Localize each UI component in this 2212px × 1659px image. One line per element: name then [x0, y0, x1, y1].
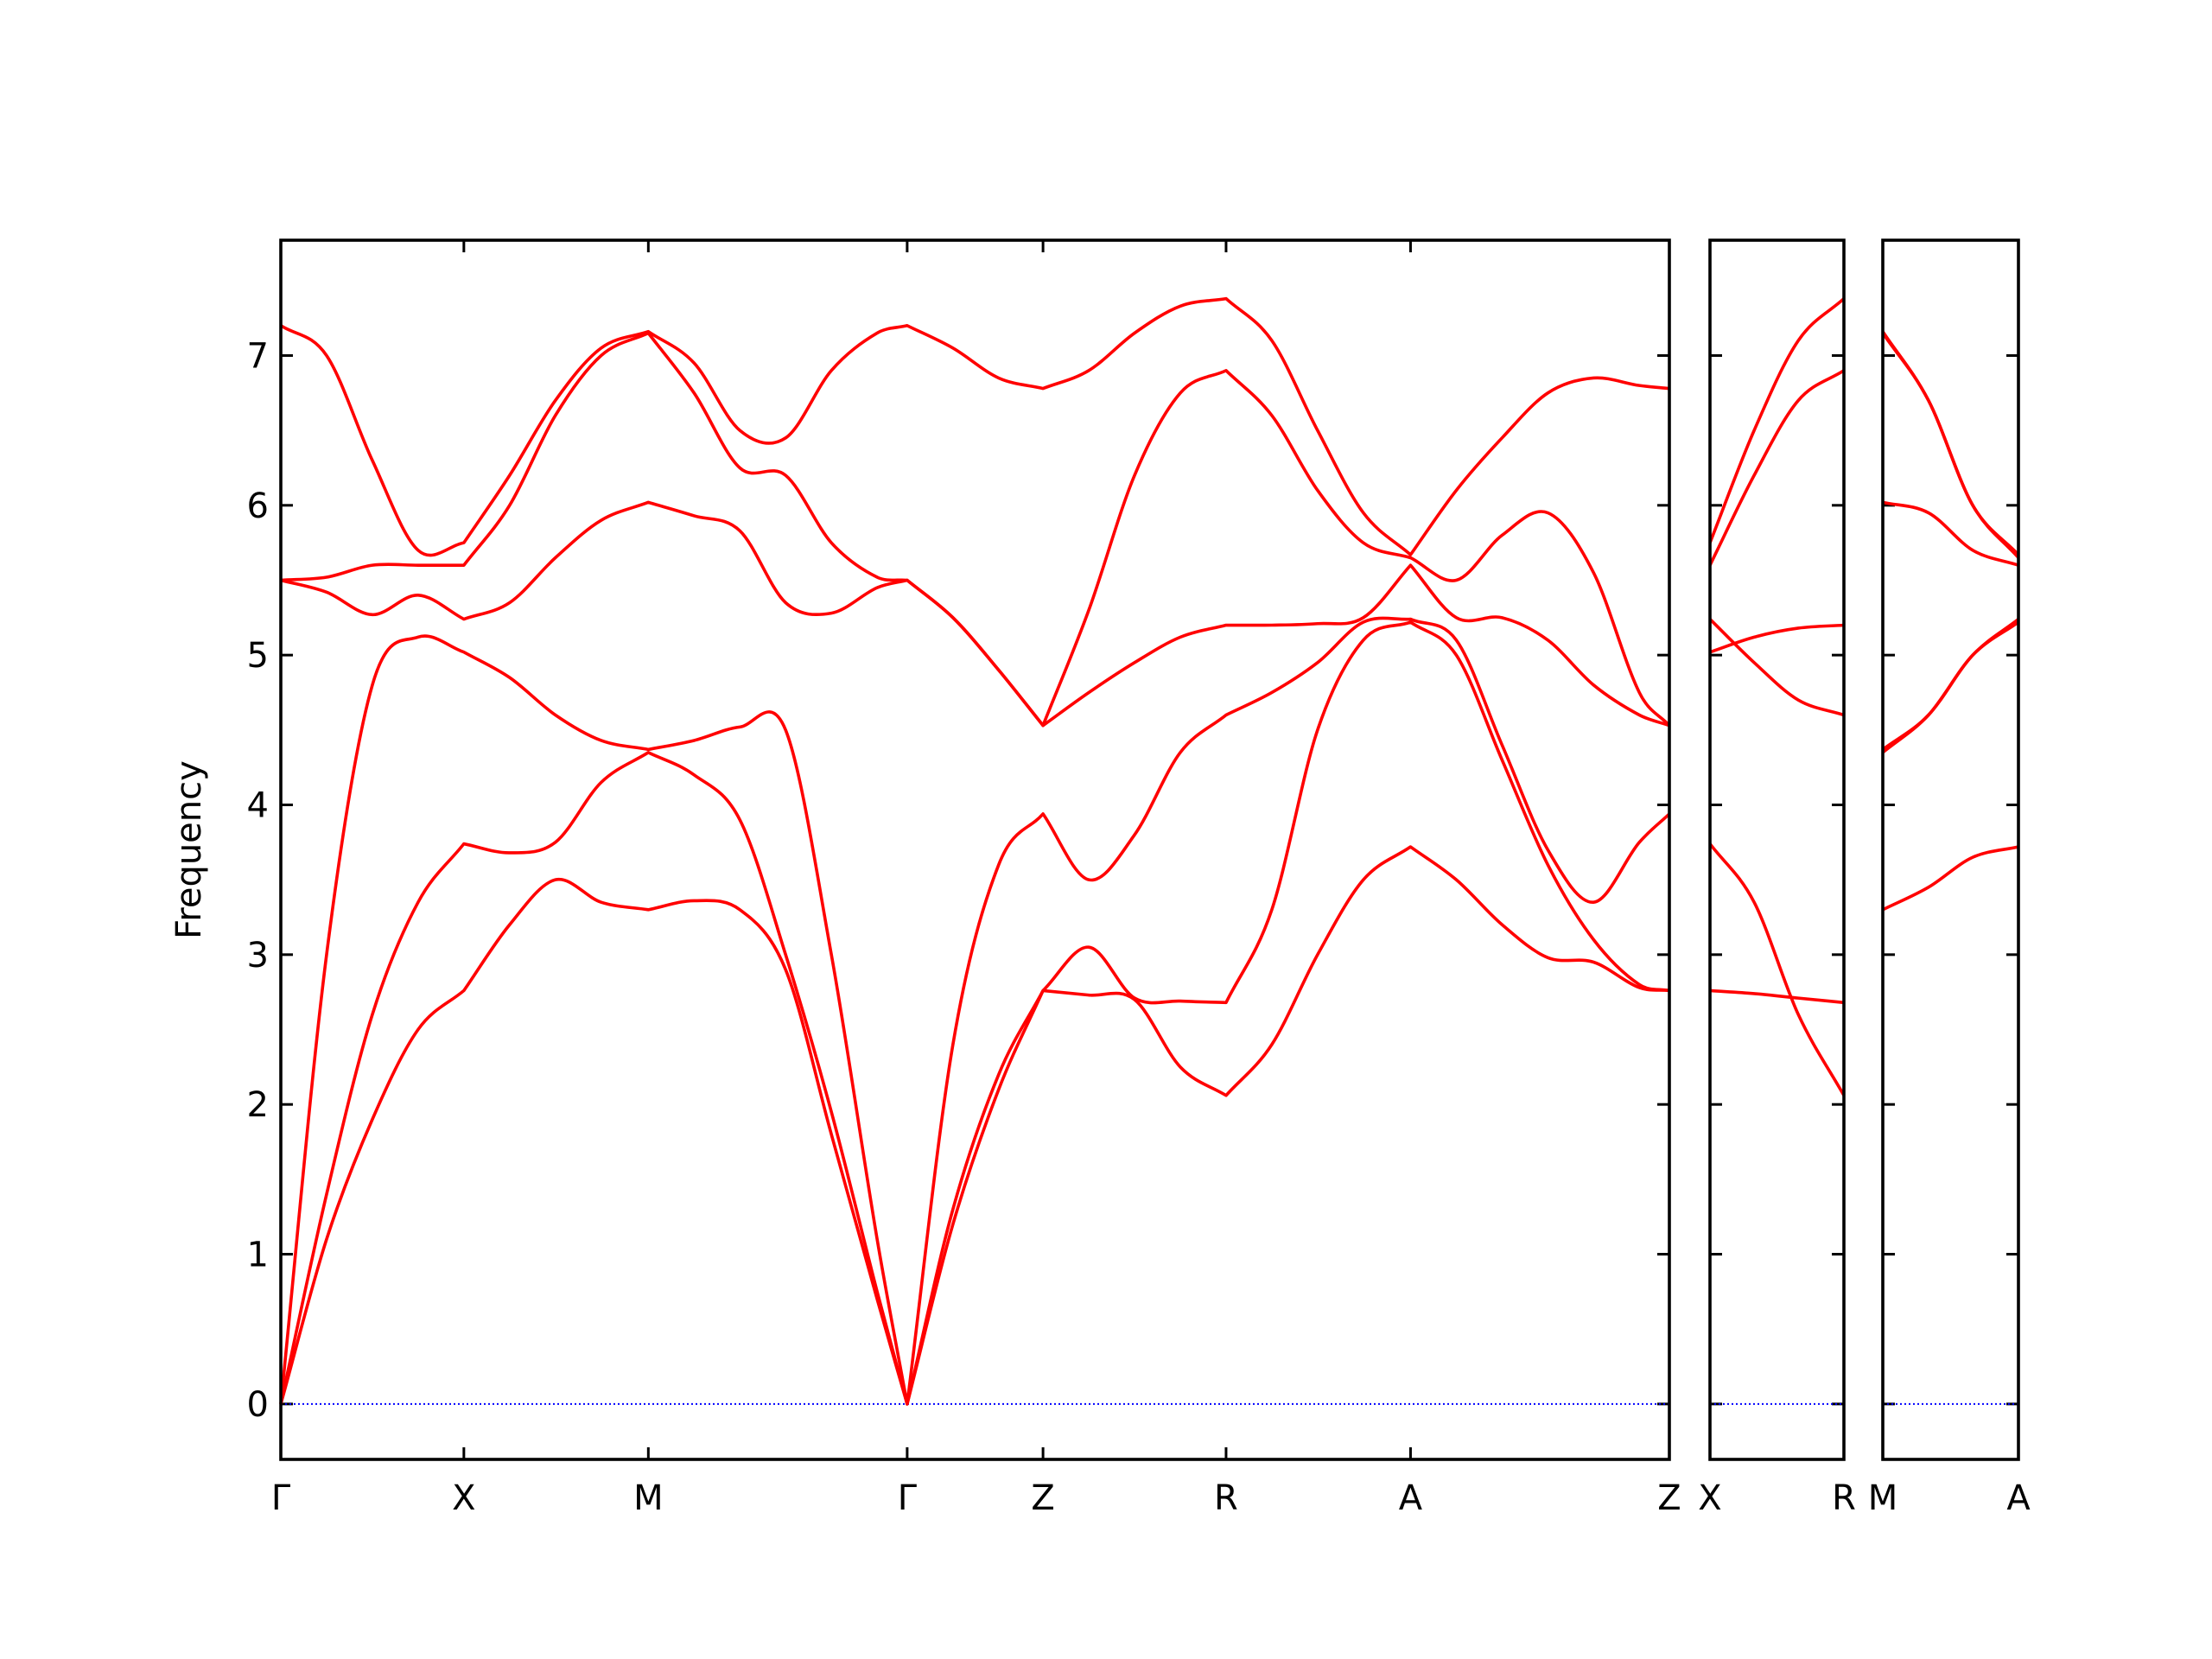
- x-tick-label: A: [2006, 1478, 2031, 1518]
- y-tick-label: 0: [247, 1385, 269, 1425]
- band-line: [1708, 369, 1845, 566]
- band-line: [1882, 845, 2019, 912]
- plot-frame: [279, 238, 1671, 1461]
- x-tick-label: R: [1832, 1478, 1856, 1518]
- x-tick-label: Z: [1657, 1478, 1681, 1518]
- y-tick-label: 3: [247, 936, 269, 976]
- band-line: [1709, 623, 1845, 654]
- band-line: [1881, 618, 2020, 751]
- y-axis-label: Frequency: [169, 760, 209, 939]
- band-line: [280, 331, 1671, 728]
- x-tick-label: Z: [1031, 1478, 1054, 1518]
- x-tick-label: M: [633, 1478, 664, 1518]
- x-tick-label: X: [452, 1478, 475, 1518]
- y-tick-label: 1: [247, 1236, 269, 1275]
- x-tick-label: R: [1214, 1478, 1238, 1518]
- band-line: [280, 296, 1670, 557]
- band-line: [279, 616, 1671, 1406]
- band-line: [279, 845, 1670, 1406]
- band-line: [1882, 500, 2019, 567]
- band-line: [1708, 297, 1846, 543]
- band-line: [1709, 988, 1845, 1005]
- band-line: [1881, 330, 2020, 556]
- x-tick-label: M: [1868, 1478, 1898, 1518]
- band-line: [1708, 842, 1846, 1096]
- x-tick-label: Γ: [898, 1478, 918, 1518]
- x-tick-label: Γ: [271, 1478, 291, 1518]
- y-tick-label: 5: [247, 636, 269, 676]
- band-line: [279, 620, 1670, 1406]
- x-tick-label: X: [1698, 1478, 1721, 1518]
- x-tick-label: A: [1399, 1478, 1423, 1518]
- y-tick-label: 7: [247, 336, 269, 376]
- y-tick-label: 2: [247, 1085, 269, 1125]
- y-tick-label: 6: [247, 486, 269, 526]
- plot-frame: [1881, 238, 2020, 1461]
- band-line: [1708, 618, 1845, 717]
- plot-frame: [1708, 238, 1846, 1461]
- y-tick-label: 4: [247, 785, 269, 825]
